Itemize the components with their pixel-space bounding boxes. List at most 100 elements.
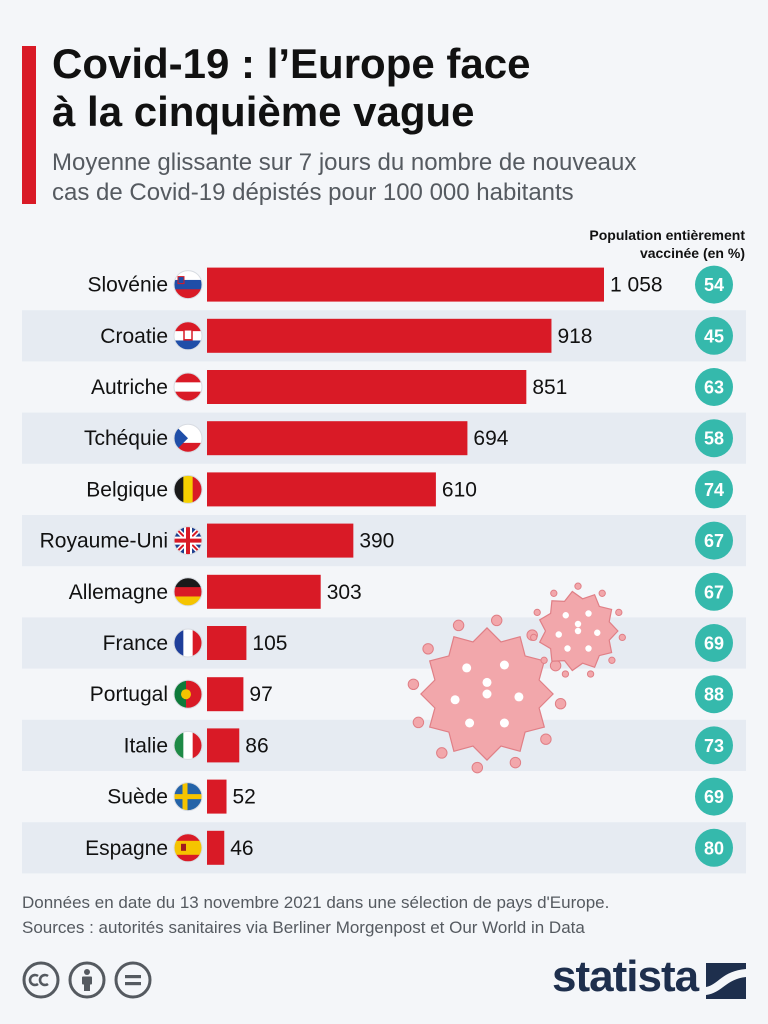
- chart-row: Espagne 46 80: [22, 822, 746, 874]
- bar: [207, 779, 227, 814]
- chart-subtitle: Moyenne glissante sur 7 jours du nombre …: [52, 148, 742, 208]
- value-label: 851: [532, 376, 567, 399]
- vaccination-badge: [695, 828, 733, 867]
- spain-flag-icon: [173, 833, 203, 863]
- vaccination-value: 67: [704, 531, 724, 551]
- value-label: 52: [233, 786, 256, 809]
- bar: [207, 677, 244, 712]
- vaccination-value: 74: [704, 480, 724, 500]
- chart-row: Belgique 610 74: [86, 470, 733, 509]
- vaccination-badge: [695, 316, 733, 355]
- uk-flag-icon: [173, 526, 203, 556]
- chart-row: Croatie 918 45: [22, 310, 746, 362]
- category-label: Autriche: [91, 376, 168, 399]
- bar-chart: Slovénie 1 058 54 Croatie 918 45 Autriche 851 63…: [22, 265, 746, 874]
- category-label: Slovénie: [87, 274, 168, 297]
- value-label: 610: [442, 478, 477, 501]
- slovenia-flag-icon: [173, 270, 203, 300]
- no-derivatives-icon[interactable]: [114, 961, 152, 999]
- category-label: Portugal: [90, 683, 168, 706]
- vaccination-value: 69: [704, 787, 724, 807]
- value-label: 303: [327, 581, 362, 604]
- category-label: Royaume-Uni: [40, 530, 168, 553]
- belgium-flag-icon: [173, 474, 203, 504]
- vaccination-value: 63: [704, 378, 724, 398]
- france-flag-icon: [173, 628, 203, 658]
- value-label: 918: [557, 325, 592, 348]
- value-label: 105: [252, 632, 287, 655]
- category-label: Suède: [107, 786, 168, 809]
- bar: [207, 626, 247, 660]
- vaccination-value: 58: [704, 429, 724, 449]
- vaccination-badge: [695, 470, 733, 509]
- vaccination-badge: [695, 419, 733, 458]
- vaccination-value: 88: [704, 685, 724, 705]
- row-stripe: [22, 822, 746, 874]
- row-stripe: [22, 617, 746, 669]
- chart-row: Slovénie 1 058 54: [87, 265, 733, 304]
- category-label: Croatie: [100, 325, 168, 348]
- austria-flag-icon: [173, 372, 203, 402]
- vaccination-header: Population entièrement vaccinée (en %): [540, 226, 745, 262]
- chart-row: Portugal 97 88: [90, 675, 733, 714]
- vaccination-value: 80: [704, 838, 724, 858]
- vaccination-badge: [695, 368, 733, 406]
- chart-row: Allemagne 303 67: [69, 572, 733, 611]
- sweden-flag-icon: [173, 782, 203, 812]
- value-label: 390: [359, 530, 394, 553]
- value-label: 1 058: [610, 274, 663, 297]
- vaccination-badge: [695, 777, 733, 816]
- chart-row: Tchéquie 694 58: [22, 412, 746, 464]
- vaccination-value: 54: [704, 275, 724, 295]
- czechia-flag-icon: [173, 423, 203, 453]
- chart-row: Suède 52 69: [107, 777, 733, 816]
- chart-title: Covid-19 : l’Europe face à la cinquième …: [52, 40, 742, 136]
- row-stripe: [22, 719, 746, 771]
- vaccination-badge: [695, 726, 733, 765]
- statista-logo-text[interactable]: statista: [552, 952, 699, 1001]
- category-label: Belgique: [86, 478, 168, 501]
- vaccination-badge: [695, 265, 733, 304]
- bar: [207, 574, 321, 609]
- vaccination-value: 73: [704, 736, 724, 756]
- bar: [207, 830, 225, 865]
- title-line-2: à la cinquième vague: [52, 88, 475, 135]
- virus-illustration-icon: [407, 582, 626, 774]
- vaccination-value: 45: [704, 326, 724, 346]
- vaccination-header-line-1: Population entièrement: [589, 227, 745, 243]
- portugal-flag-icon: [173, 679, 203, 709]
- category-label: Tchéquie: [84, 427, 168, 450]
- vaccination-value: 69: [704, 634, 724, 654]
- bar: [207, 370, 527, 404]
- chart-row: France 105 69: [22, 617, 746, 669]
- subtitle-line-2: cas de Covid-19 dépistés pour 100 000 ha…: [52, 179, 574, 206]
- bar: [207, 728, 240, 763]
- chart-row: Royaume-Uni 390 67: [22, 515, 746, 567]
- row-stripe: [22, 515, 746, 567]
- italy-flag-icon: [173, 730, 203, 760]
- vaccination-badge: [695, 572, 733, 611]
- category-label: Allemagne: [69, 581, 168, 604]
- attribution-icon[interactable]: [68, 961, 106, 999]
- footnote: Données en date du 13 novembre 2021 dans…: [22, 890, 752, 940]
- chart-row: Italie 86 73: [22, 719, 746, 771]
- statista-logo-icon: [706, 963, 746, 999]
- category-label: France: [103, 632, 168, 655]
- vaccination-badge: [695, 675, 733, 714]
- footnote-line-1: Données en date du 13 novembre 2021 dans…: [22, 893, 610, 912]
- bar: [207, 318, 552, 353]
- category-label: Italie: [124, 734, 168, 757]
- croatia-flag-icon: [173, 321, 203, 351]
- vaccination-badge: [695, 521, 733, 560]
- value-label: 97: [249, 683, 272, 706]
- title-line-1: Covid-19 : l’Europe face: [52, 40, 531, 87]
- subtitle-line-1: Moyenne glissante sur 7 jours du nombre …: [52, 149, 637, 176]
- germany-flag-icon: [173, 577, 203, 607]
- vaccination-badge: [695, 624, 733, 662]
- title-accent-bar: [22, 46, 36, 204]
- bar: [207, 267, 604, 302]
- vaccination-value: 67: [704, 582, 724, 602]
- creative-commons-icon[interactable]: [22, 961, 60, 999]
- bar: [207, 523, 354, 558]
- value-label: 694: [473, 427, 508, 450]
